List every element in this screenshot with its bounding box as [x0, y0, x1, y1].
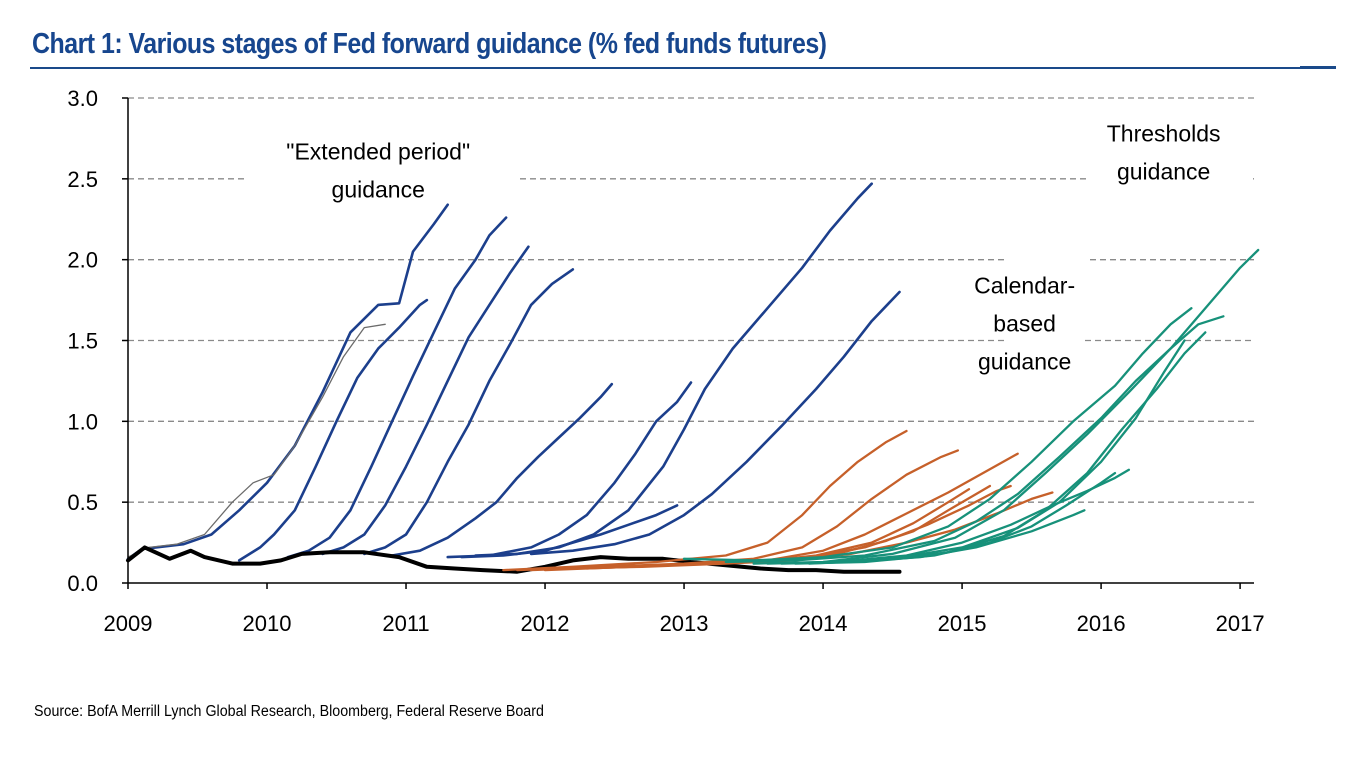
y-tick-label-3.0: 3.0 — [67, 86, 98, 111]
extended_period-curve-6 — [390, 382, 614, 557]
y-tick-label-2.5: 2.5 — [67, 167, 98, 192]
extended_period-curve-1 — [126, 203, 449, 561]
extended_period-curve-7 — [446, 381, 693, 559]
thresholds-curve-8 — [821, 339, 1186, 564]
annotation-2-line-1: Calendar- — [974, 273, 1075, 299]
extended_period-curve-10 — [529, 290, 901, 556]
axes: 0.0 0.5 1.0 1.5 2.0 2.5 3.0 2009 2010 2011 2012 201… — [67, 86, 1264, 636]
extended_period-curve-3 — [286, 216, 508, 559]
x-tick-label-2015: 2015 — [938, 611, 987, 636]
calendar_based-curve-1 — [502, 429, 908, 572]
x-tick-label-2010: 2010 — [243, 611, 292, 636]
x-tick-label-2017: 2017 — [1216, 611, 1265, 636]
chart-title-units: (% fed funds futures) — [587, 28, 827, 60]
y-tick-label-2.0: 2.0 — [67, 248, 98, 273]
early_gray-curve-1 — [127, 323, 386, 558]
realized-curve-1 — [126, 545, 902, 574]
y-tick-label-1.0: 1.0 — [67, 409, 98, 434]
x-tick-label-2016: 2016 — [1077, 611, 1126, 636]
annotation-2-line-2: based — [993, 311, 1056, 337]
title-rule-accent — [1300, 66, 1336, 69]
annotations: "Extended period" guidance Calendar-based g… — [286, 121, 1220, 375]
y-tick-label-1.5: 1.5 — [67, 329, 98, 354]
gridlines — [128, 97, 1254, 503]
title-rule — [30, 67, 1336, 69]
annotation-3-line-1: Thresholds — [1107, 121, 1221, 147]
thresholds-curve-3 — [752, 248, 1260, 565]
extended_period-curve-5 — [363, 268, 575, 556]
x-tick-label-2009: 2009 — [104, 611, 153, 636]
extended_period-curve-8 — [460, 504, 679, 559]
extended_period-curve-4 — [321, 245, 530, 556]
x-tick-label-2012: 2012 — [521, 611, 570, 636]
annotation-3-line-2: guidance — [1117, 159, 1210, 185]
annotation-2-line-3: guidance — [978, 349, 1071, 375]
thresholds-curve-1 — [682, 307, 1193, 562]
extended_period-curve-2 — [237, 298, 429, 562]
y-tick-label-0.0: 0.0 — [67, 571, 98, 596]
x-tick-label-2014: 2014 — [799, 611, 848, 636]
source-note: Source: BofA Merrill Lynch Global Resear… — [34, 703, 544, 720]
thresholds-curve-2 — [724, 315, 1225, 564]
calendar_based-curve-7 — [585, 488, 971, 570]
extended_period-curve-9 — [474, 182, 873, 557]
chart-title-main: Chart 1: Various stages of Fed forward g… — [32, 28, 582, 60]
annotation-1-line-1: "Extended period" — [286, 138, 470, 164]
y-tick-label-0.5: 0.5 — [67, 490, 98, 515]
annotation-1-line-2: guidance — [332, 176, 425, 202]
x-tick-label-2013: 2013 — [660, 611, 709, 636]
x-tick-label-2011: 2011 — [382, 611, 429, 636]
chart-title: Chart 1: Various stages of Fed forward g… — [32, 28, 827, 61]
series-lines — [126, 182, 1260, 574]
